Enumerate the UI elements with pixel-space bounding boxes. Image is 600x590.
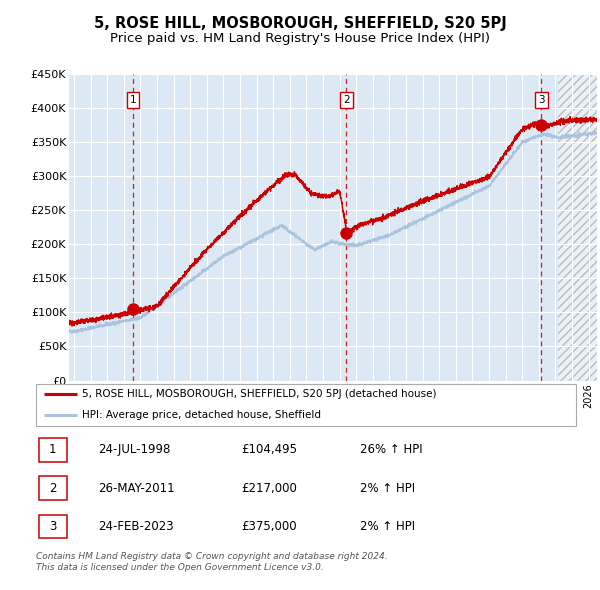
Text: 2: 2 <box>343 95 350 105</box>
Text: Contains HM Land Registry data © Crown copyright and database right 2024.
This d: Contains HM Land Registry data © Crown c… <box>36 552 388 572</box>
Text: 5, ROSE HILL, MOSBOROUGH, SHEFFIELD, S20 5PJ: 5, ROSE HILL, MOSBOROUGH, SHEFFIELD, S20… <box>94 16 506 31</box>
Bar <box>39 476 67 500</box>
Text: 1: 1 <box>130 95 136 105</box>
Text: Price paid vs. HM Land Registry's House Price Index (HPI): Price paid vs. HM Land Registry's House … <box>110 32 490 45</box>
Bar <box>559 74 597 381</box>
Text: 26% ↑ HPI: 26% ↑ HPI <box>360 443 422 457</box>
Text: 24-FEB-2023: 24-FEB-2023 <box>98 520 174 533</box>
Text: £104,495: £104,495 <box>241 443 297 457</box>
Text: 2% ↑ HPI: 2% ↑ HPI <box>360 481 415 495</box>
Text: 26-MAY-2011: 26-MAY-2011 <box>98 481 175 495</box>
Text: 24-JUL-1998: 24-JUL-1998 <box>98 443 170 457</box>
Text: £375,000: £375,000 <box>241 520 297 533</box>
Text: 3: 3 <box>49 520 56 533</box>
Bar <box>559 74 597 381</box>
Bar <box>39 438 67 462</box>
Text: 2: 2 <box>49 481 56 495</box>
Text: 1: 1 <box>49 443 56 457</box>
Text: HPI: Average price, detached house, Sheffield: HPI: Average price, detached house, Shef… <box>82 410 321 420</box>
Text: 5, ROSE HILL, MOSBOROUGH, SHEFFIELD, S20 5PJ (detached house): 5, ROSE HILL, MOSBOROUGH, SHEFFIELD, S20… <box>82 389 436 399</box>
Text: £217,000: £217,000 <box>241 481 297 495</box>
Text: 3: 3 <box>538 95 545 105</box>
Bar <box>39 514 67 539</box>
Text: 2% ↑ HPI: 2% ↑ HPI <box>360 520 415 533</box>
